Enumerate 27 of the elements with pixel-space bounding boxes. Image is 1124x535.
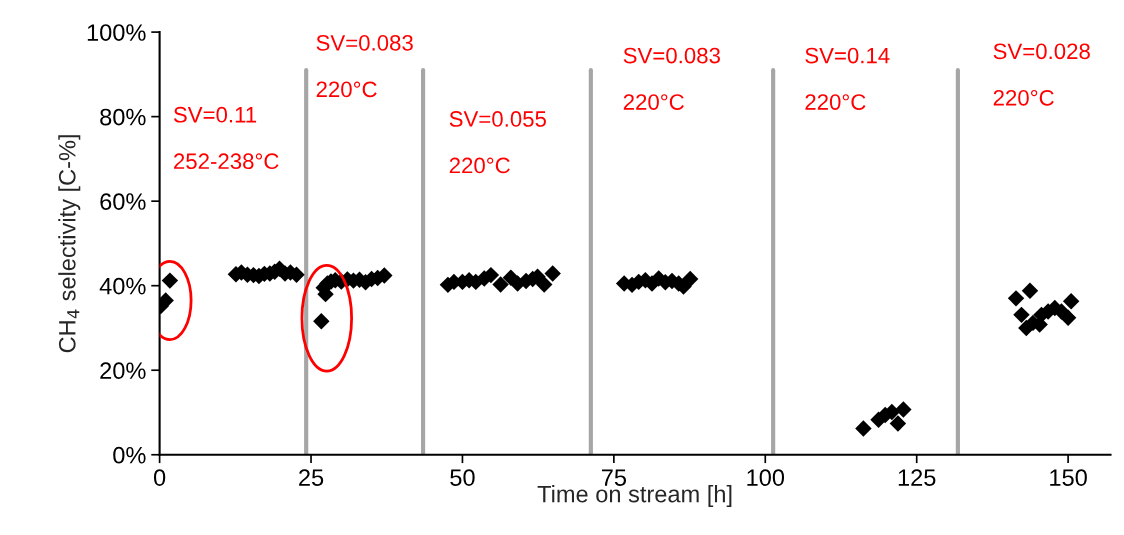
- x-tick-label: 125: [898, 469, 936, 486]
- y-tick-label: 20%: [100, 362, 146, 380]
- annotation: 220°C: [805, 94, 866, 110]
- annotation: SV=0.055: [449, 111, 546, 127]
- y-tick-label: 0%: [113, 446, 146, 464]
- annotation: 252-238°C: [174, 153, 279, 170]
- y-tick-label: 80%: [100, 108, 146, 126]
- x-tick-label: 50: [450, 469, 475, 486]
- annotation: 220°C: [449, 157, 510, 174]
- y-axis-title: CH$_{4}$ selectivity [C-%]: [58, 135, 81, 353]
- annotation: SV=0.083: [623, 47, 720, 64]
- x-tick-label: 25: [299, 469, 324, 486]
- annotation: SV=0.028: [993, 43, 1090, 60]
- x-tick-label: 150: [1050, 469, 1087, 486]
- x-axis-title: Time on stream [h]: [537, 485, 732, 508]
- y-tick-label: 60%: [100, 193, 146, 210]
- annotation: 220°C: [623, 94, 684, 110]
- x-tick-label: 100: [747, 469, 785, 486]
- annotation: 220°C: [993, 89, 1054, 106]
- x-tick-label: 75: [601, 469, 626, 486]
- annotation: SV=0.14: [805, 47, 890, 64]
- y-tick-label: 40%: [99, 277, 146, 295]
- x-tick-label: 0: [153, 469, 166, 486]
- annotation: SV=0.11: [173, 106, 257, 123]
- annotation: SV=0.083: [316, 35, 413, 51]
- y-tick-label: 100%: [87, 24, 146, 41]
- annotation: 220°C: [316, 81, 377, 98]
